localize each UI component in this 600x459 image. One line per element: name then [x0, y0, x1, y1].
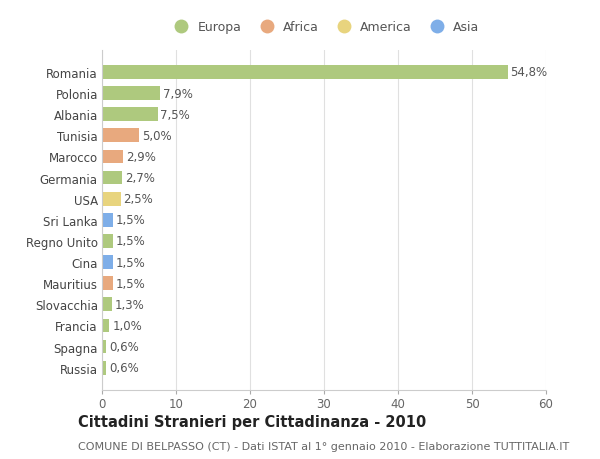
Bar	[102, 361, 106, 375]
Text: 5,0%: 5,0%	[142, 129, 172, 142]
Bar	[102, 129, 139, 143]
Text: 0,6%: 0,6%	[109, 361, 139, 375]
Bar	[102, 192, 121, 206]
Text: 2,9%: 2,9%	[127, 151, 156, 163]
Text: 1,3%: 1,3%	[115, 298, 145, 311]
Bar	[102, 319, 109, 333]
Bar	[102, 277, 113, 291]
Text: 7,9%: 7,9%	[163, 87, 193, 101]
Text: 0,6%: 0,6%	[109, 340, 139, 353]
Bar	[102, 340, 106, 353]
Bar	[102, 171, 122, 185]
Text: 1,5%: 1,5%	[116, 214, 146, 227]
Text: 7,5%: 7,5%	[160, 108, 190, 122]
Text: 1,0%: 1,0%	[112, 319, 142, 332]
Bar	[102, 150, 124, 164]
Bar	[102, 66, 508, 79]
Text: 1,5%: 1,5%	[116, 235, 146, 248]
Bar	[102, 235, 113, 248]
Legend: Europa, Africa, America, Asia: Europa, Africa, America, Asia	[164, 16, 484, 39]
Bar	[102, 213, 113, 227]
Text: Cittadini Stranieri per Cittadinanza - 2010: Cittadini Stranieri per Cittadinanza - 2…	[78, 414, 426, 429]
Text: 1,5%: 1,5%	[116, 256, 146, 269]
Bar	[102, 108, 157, 122]
Text: COMUNE DI BELPASSO (CT) - Dati ISTAT al 1° gennaio 2010 - Elaborazione TUTTITALI: COMUNE DI BELPASSO (CT) - Dati ISTAT al …	[78, 441, 569, 451]
Bar	[102, 87, 160, 101]
Bar	[102, 256, 113, 269]
Text: 1,5%: 1,5%	[116, 277, 146, 290]
Text: 54,8%: 54,8%	[511, 66, 548, 79]
Text: 2,5%: 2,5%	[124, 193, 153, 206]
Text: 2,7%: 2,7%	[125, 172, 155, 185]
Bar	[102, 298, 112, 312]
